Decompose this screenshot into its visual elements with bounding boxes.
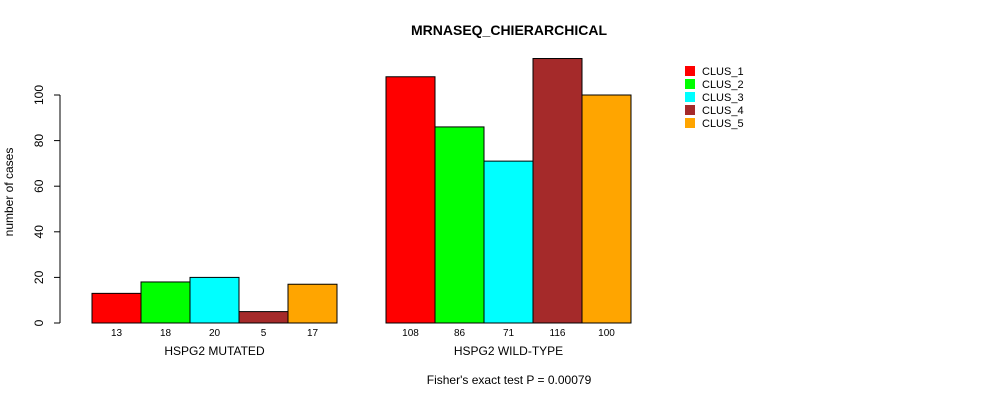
- bar-clus-3: [483, 160, 534, 324]
- legend-entry: CLUS_1: [702, 66, 744, 78]
- legend-entry: CLUS_5: [702, 118, 744, 130]
- group-label: HSPG2 WILD-TYPE: [454, 344, 563, 358]
- bar-count-label: 20: [209, 328, 221, 339]
- bar-clus-5: [581, 94, 632, 324]
- bars-layer: 13 18 20 5 17 HSPG2 MUTATED 108 86 71 116 100 HSPG2…: [91, 58, 632, 358]
- bar-count-label: 116: [550, 328, 566, 339]
- legend-swatch: [685, 79, 695, 89]
- legend-swatch: [685, 92, 695, 102]
- group-label: HSPG2 MUTATED: [164, 344, 265, 358]
- legend-swatch: [685, 105, 695, 115]
- bar-clus-3: [189, 276, 240, 324]
- fisher-test-footnote: Fisher's exact test P = 0.00079: [427, 373, 592, 387]
- bar-clus-2: [140, 281, 191, 324]
- chart-title: MRNASEQ_CHIERARCHICAL: [411, 22, 607, 38]
- y-axis: 0 20 40 60 80 100: [32, 85, 61, 326]
- bar-count-label: 5: [261, 328, 267, 339]
- bar-count-label: 86: [454, 328, 466, 339]
- bar-count-label: 108: [402, 328, 419, 339]
- y-tick-label: 20: [32, 270, 46, 284]
- bar-clus-1: [385, 76, 436, 324]
- bar-clus-5: [287, 283, 338, 324]
- bar-clus-1: [91, 292, 142, 324]
- bar-clus-4: [532, 58, 583, 324]
- legend-swatch: [685, 118, 695, 128]
- legend-swatch: [685, 66, 695, 76]
- legend-entry: CLUS_3: [702, 92, 744, 104]
- bar-count-label: 17: [307, 328, 319, 339]
- legend-entry: CLUS_4: [702, 105, 744, 117]
- y-tick-label: 100: [32, 85, 46, 105]
- bar-count-label: 100: [598, 328, 615, 339]
- y-tick-label: 0: [32, 319, 46, 326]
- bar-clus-4: [238, 311, 289, 324]
- y-tick-label: 60: [32, 179, 46, 193]
- bar-clus-2: [434, 126, 485, 324]
- bar-count-label: 71: [503, 328, 515, 339]
- bar-count-label: 18: [160, 328, 172, 339]
- y-tick-label: 80: [32, 134, 46, 148]
- y-tick-label: 40: [32, 225, 46, 239]
- legend-entry: CLUS_2: [702, 79, 744, 91]
- y-axis-label: number of cases: [2, 148, 16, 237]
- bar-count-label: 13: [111, 328, 123, 339]
